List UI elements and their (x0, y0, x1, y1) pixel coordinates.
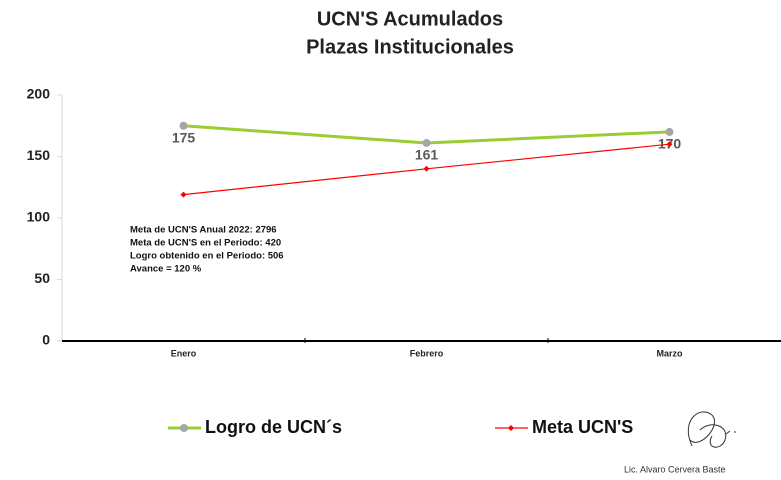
point (422, 138, 431, 147)
point (179, 121, 188, 130)
y-tick-label: 0 (42, 332, 50, 348)
data-label: 161 (415, 147, 439, 163)
chart-title: UCN'S Acumulados (317, 8, 503, 30)
y-tick-label: 100 (27, 209, 51, 225)
y-tick-label: 200 (27, 86, 51, 102)
signature-scribble (687, 411, 736, 448)
x-tick-label: Marzo (656, 348, 683, 358)
legend-label: Logro de UCN´s (205, 417, 342, 437)
chart-subtitle: Plazas Institucionales (306, 36, 514, 58)
y-tick-label: 150 (27, 147, 51, 163)
point (666, 141, 673, 148)
data-label: 175 (172, 129, 196, 145)
annotation: Meta de UCN'S Anual 2022: 2796 (130, 225, 277, 236)
annotation: Meta de UCN'S en el Periodo: 420 (130, 238, 281, 249)
x-tick-label: Enero (171, 348, 197, 358)
legend-label: Meta UCN'S (532, 417, 633, 437)
point (508, 425, 514, 431)
signature: Lic. Alvaro Cervera Baste (624, 464, 726, 474)
point (665, 127, 674, 136)
annotation: Avance = 120 % (130, 264, 202, 275)
point (423, 165, 430, 172)
x-tick-label: Febrero (410, 348, 444, 358)
y-tick-label: 50 (34, 270, 50, 286)
annotation: Logro obtenido en el Periodo: 506 (130, 251, 284, 262)
point (180, 424, 188, 432)
point (180, 191, 187, 198)
